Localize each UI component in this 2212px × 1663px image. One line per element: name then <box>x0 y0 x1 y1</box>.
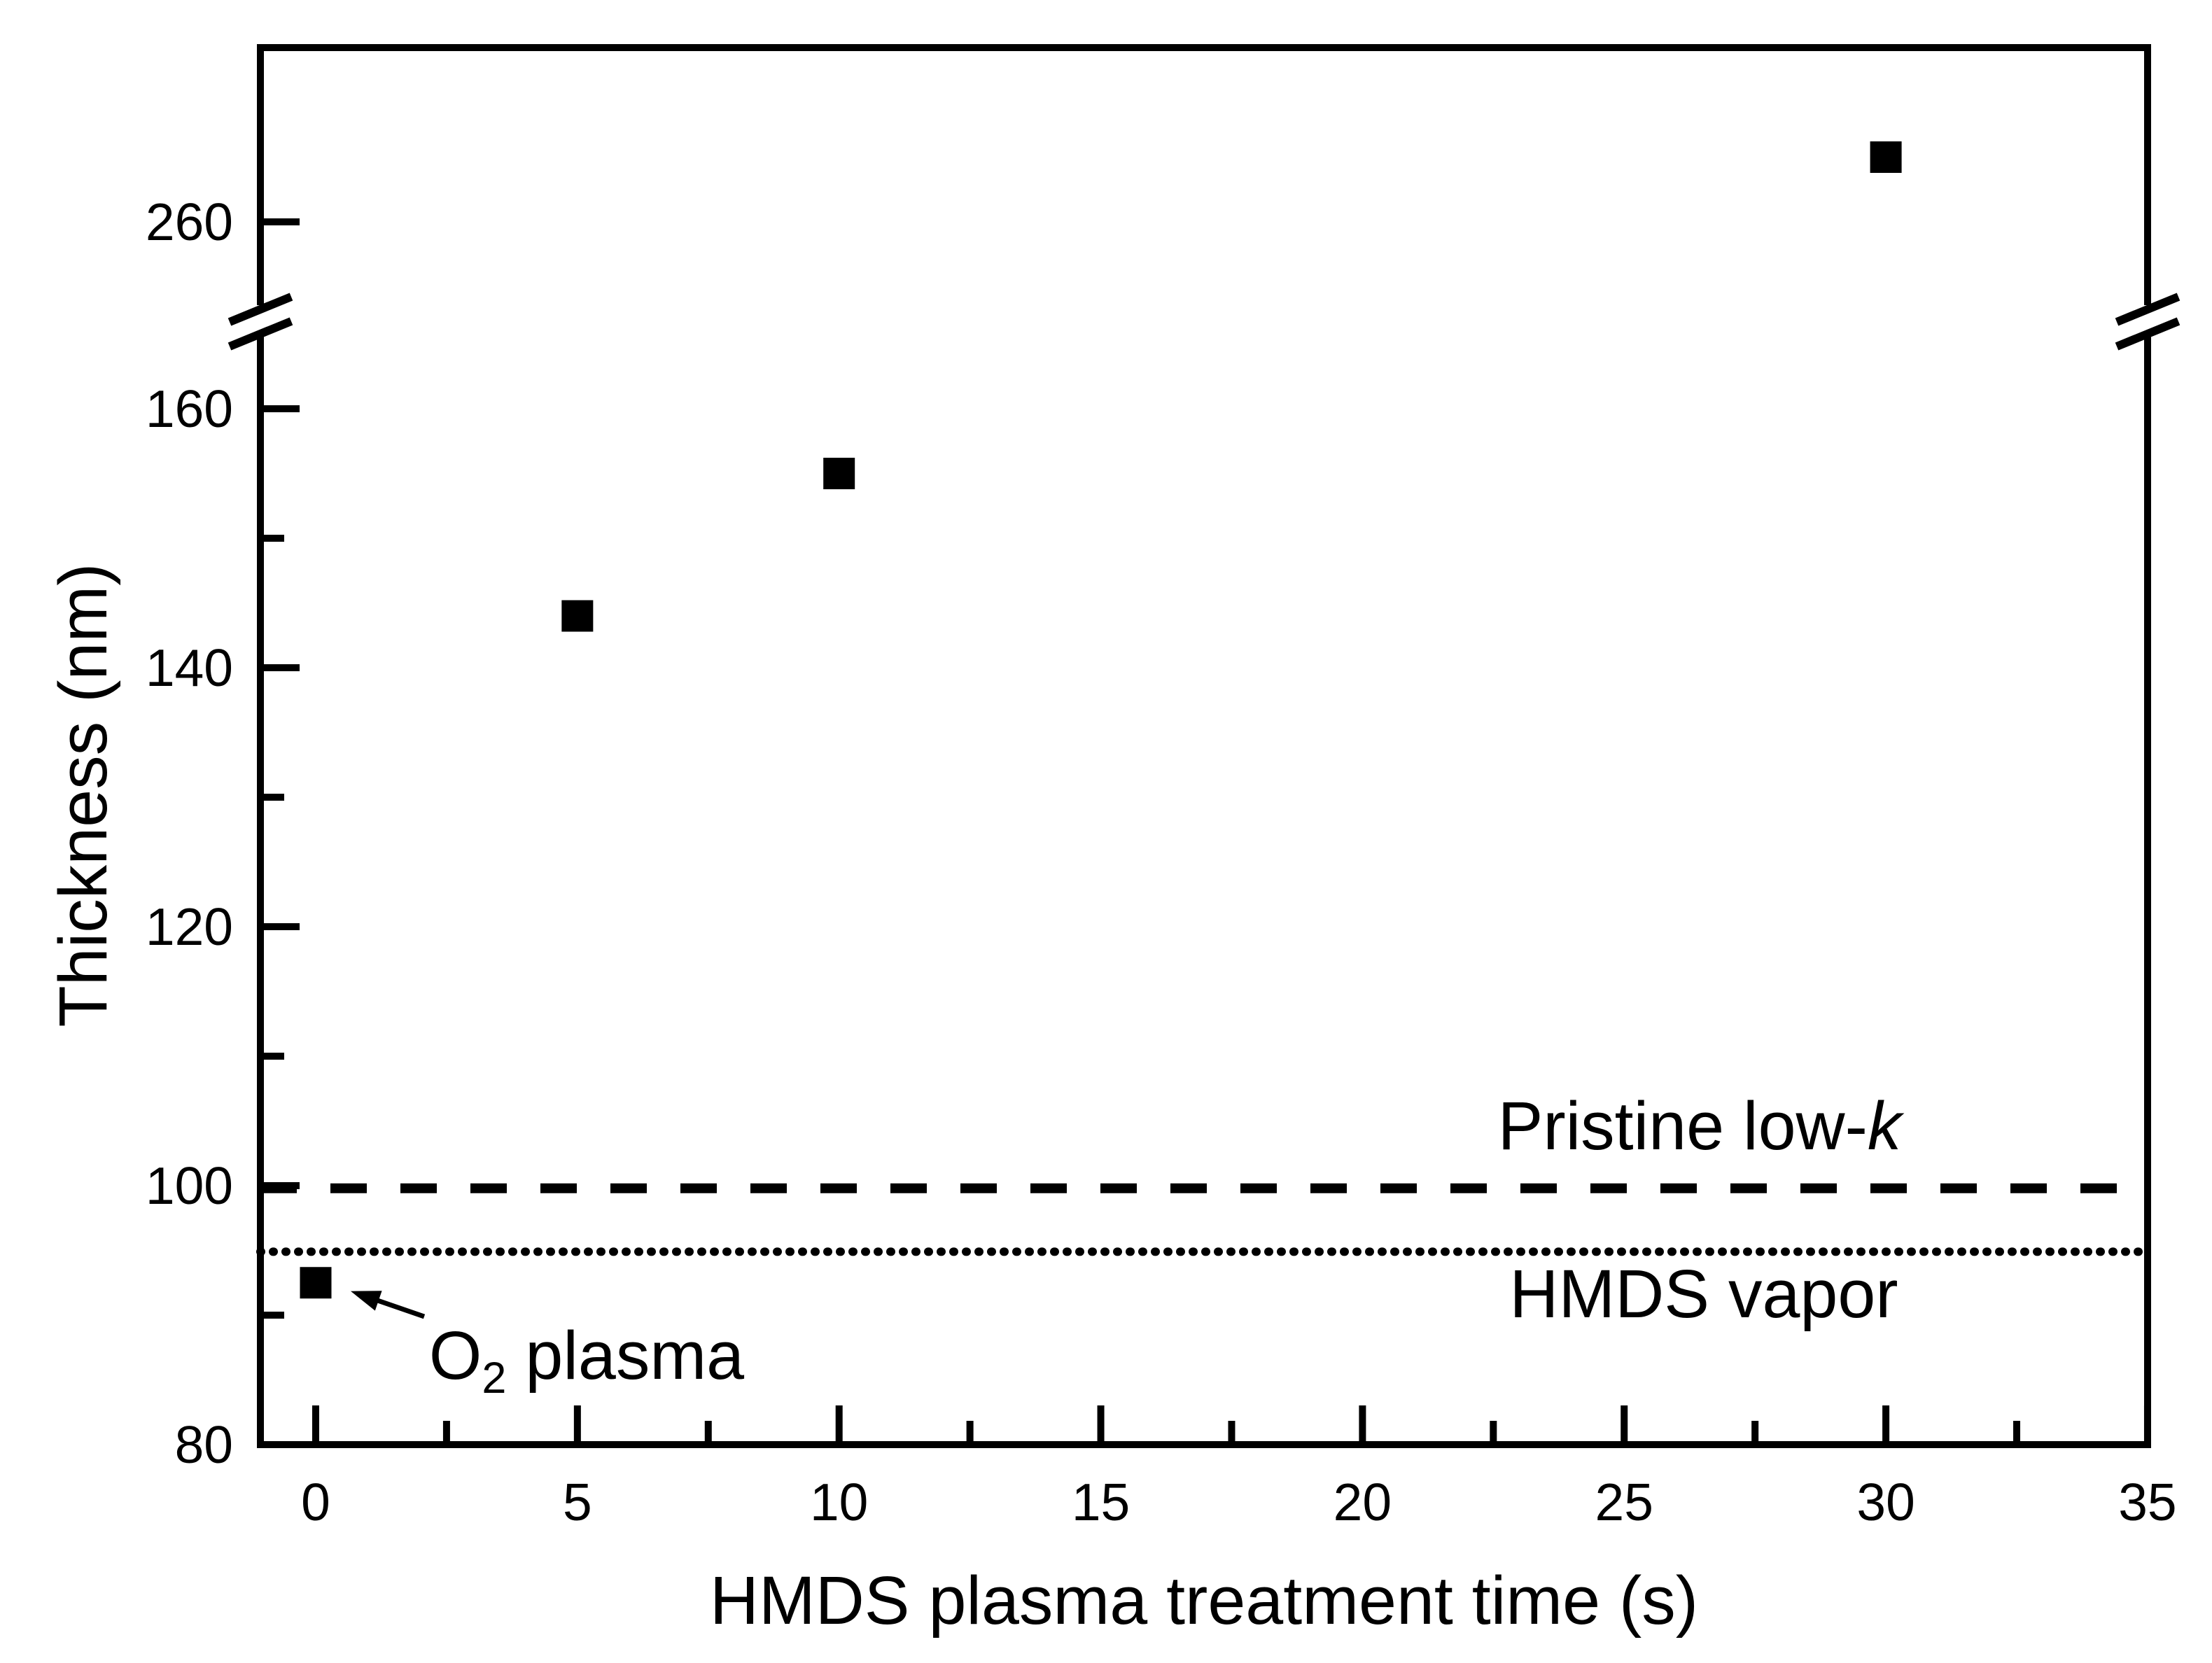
y-tick-label: 120 <box>146 897 233 956</box>
data-point <box>1870 141 1902 173</box>
annotation-arrow-head <box>351 1291 382 1311</box>
pristine-label: Pristine low-k <box>1498 1088 1905 1164</box>
x-tick-label: 30 <box>1856 1473 1914 1531</box>
x-tick-label: 0 <box>301 1473 330 1531</box>
x-tick-label: 20 <box>1334 1473 1392 1531</box>
data-point <box>300 1267 332 1299</box>
y-tick-label: 100 <box>146 1156 233 1215</box>
axis-break-slash-right-1 <box>2115 293 2180 326</box>
axis-break-slash-left-1 <box>227 293 293 326</box>
y-axis-title: Thickness (nm) <box>45 563 121 1027</box>
annotation-arrow-shaft <box>373 1297 426 1319</box>
y-tick-label: 160 <box>146 379 233 438</box>
y-tick-label: 140 <box>146 638 233 697</box>
hmds-vapor-label: HMDS vapor <box>1509 1256 1898 1332</box>
x-tick-label: 35 <box>2118 1473 2176 1531</box>
x-tick-label: 25 <box>1595 1473 1653 1531</box>
data-point <box>823 458 855 489</box>
y-tick-label: 80 <box>175 1415 233 1474</box>
o2-plasma-label: O2 plasma <box>429 1317 744 1403</box>
x-tick-label: 5 <box>563 1473 592 1531</box>
data-point <box>561 600 594 632</box>
x-axis-title: HMDS plasma treatment time (s) <box>710 1562 1698 1639</box>
axis-break-slash-left-2 <box>227 317 293 351</box>
x-tick-label: 15 <box>1072 1473 1130 1531</box>
axis-break-slash-right-2 <box>2115 317 2180 351</box>
x-tick-label: 10 <box>810 1473 868 1531</box>
y-tick-label: 260 <box>146 192 233 251</box>
